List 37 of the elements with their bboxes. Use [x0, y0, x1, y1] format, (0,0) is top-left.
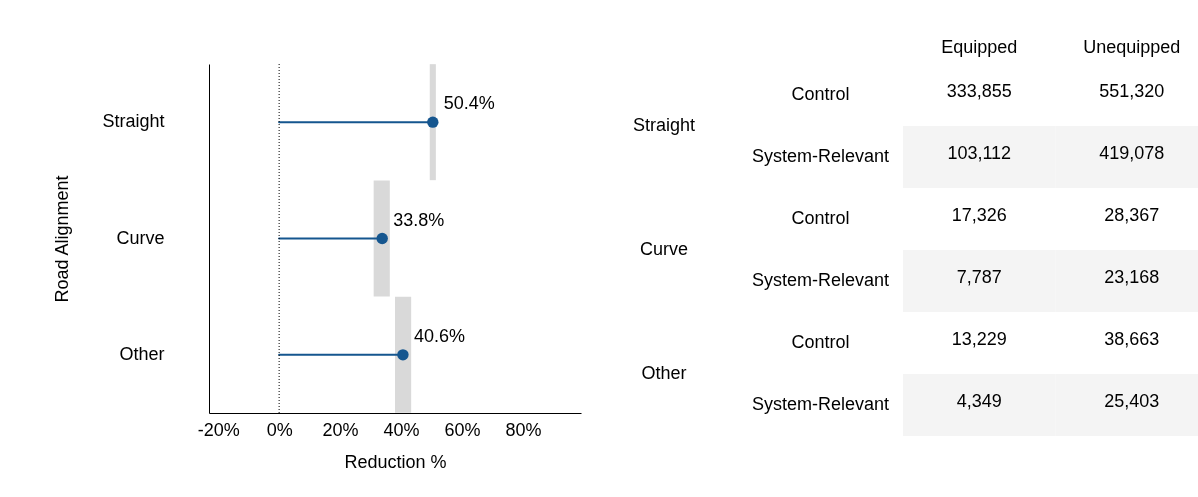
text: 7,787	[956, 267, 1002, 287]
text: 38,663	[1104, 329, 1160, 349]
text: 25,403	[1104, 391, 1160, 411]
category-label: System-Relevant	[751, 394, 890, 414]
text: 103,112	[947, 143, 1012, 163]
x-tick-label: 40%	[383, 419, 420, 440]
text: Straight	[632, 115, 696, 135]
text: Curve	[639, 239, 689, 259]
x-axis-title: Reduction %	[344, 451, 447, 472]
data-label: 50.4%	[443, 93, 495, 114]
y-axis-title: Road Alignment	[52, 175, 73, 303]
category-label: Equipped	[941, 36, 1018, 57]
text: 17,326	[951, 205, 1007, 225]
x-tick-label: 0%	[266, 419, 293, 440]
x-tick-label: 20%	[322, 419, 359, 440]
text: 419,078	[1099, 143, 1165, 163]
category-label: System-Relevant	[751, 270, 890, 290]
y-tick-label: Straight	[102, 111, 165, 132]
x-tick-label: -20%	[197, 419, 240, 440]
category-label: Control	[791, 208, 850, 228]
text: 333,855	[946, 81, 1012, 101]
text: 28,367	[1104, 205, 1160, 225]
text: Other	[641, 363, 687, 383]
data-label: 33.8%	[393, 209, 445, 230]
x-tick-label: 80%	[505, 419, 542, 440]
y-tick-label: Other	[119, 343, 165, 364]
text: 13,229	[951, 329, 1007, 349]
text: 4,349	[956, 391, 1002, 411]
category-label: System-Relevant	[751, 146, 890, 166]
text: 551,320	[1099, 81, 1165, 101]
x-tick-label: 60%	[444, 419, 481, 440]
category-label: Control	[791, 332, 850, 352]
y-tick-label: Curve	[116, 227, 165, 248]
category-label: Control	[791, 84, 850, 104]
text: 23,168	[1104, 267, 1160, 287]
category-label: Unequipped	[1083, 36, 1181, 57]
data-label: 40.6%	[413, 325, 465, 346]
